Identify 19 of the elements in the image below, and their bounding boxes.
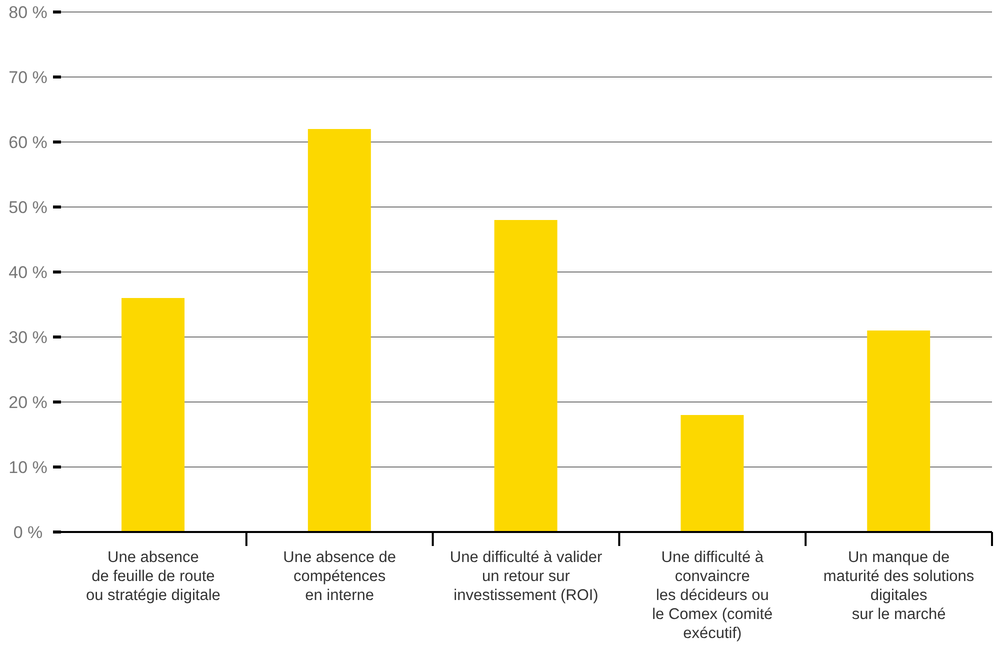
bar — [680, 415, 744, 532]
y-tick-label: 50 % — [8, 198, 48, 217]
y-tick-label: 0 % — [13, 523, 43, 542]
x-tick-label: Une difficulté à valider un retour sur investissement (ROI) — [450, 549, 602, 604]
x-tick-label: Une difficulté à convaincre les décideurs ou le Comex (comité exécutif) — [652, 549, 773, 642]
x-tick-label: Une absence de feuille de route ou stratégie digitale — [86, 549, 220, 604]
bar — [494, 220, 558, 532]
y-tick-label: 40 % — [8, 263, 48, 282]
y-tick-label: 80 % — [8, 3, 48, 22]
x-tick-label: Une absence de compétences en interne — [283, 549, 396, 604]
bar — [122, 298, 185, 532]
x-tick-label: Un manque de maturité des solutions digitales sur le marché — [823, 549, 974, 623]
y-tick-label: 70 % — [8, 68, 48, 87]
y-tick-label: 20 % — [8, 393, 48, 412]
y-tick-label: 60 % — [8, 133, 48, 152]
y-tick-label: 10 % — [8, 458, 48, 477]
bar — [867, 330, 930, 532]
bar — [308, 129, 371, 532]
y-tick-label: 30 % — [8, 328, 48, 347]
